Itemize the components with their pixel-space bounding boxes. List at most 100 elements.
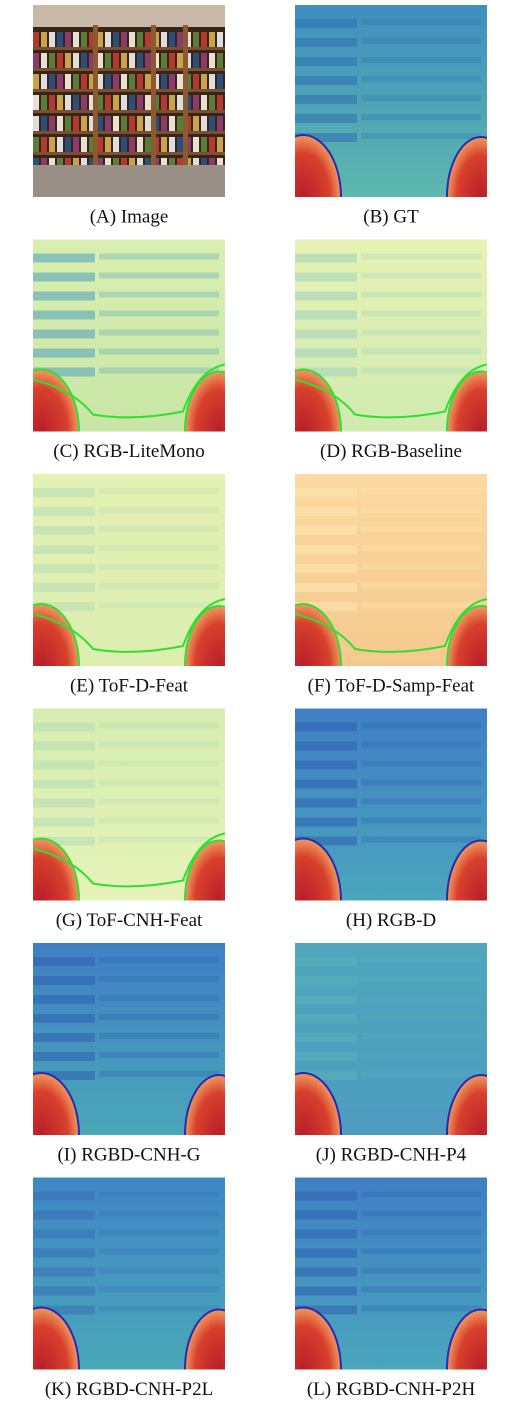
shelf-band (33, 1267, 95, 1277)
shelf-band (361, 1033, 481, 1039)
shelf-band (33, 798, 95, 808)
book (201, 116, 207, 131)
shelf-band (99, 741, 219, 748)
shelf (33, 131, 225, 134)
book (161, 53, 167, 68)
shelf-band (361, 976, 481, 982)
panel-image (295, 239, 487, 432)
panel-image (33, 943, 225, 1135)
shelf-band (33, 602, 95, 611)
near-region (446, 605, 487, 666)
shelf-band (295, 995, 357, 1004)
book (161, 32, 167, 47)
book (121, 116, 127, 131)
book (89, 116, 95, 131)
book (33, 116, 39, 131)
shelf-band (295, 507, 357, 516)
shelf-band (99, 329, 219, 336)
book (177, 74, 183, 89)
shelf-band (361, 38, 481, 44)
shelf-band (295, 722, 357, 732)
book (137, 116, 143, 131)
book (193, 95, 199, 110)
panel: (D) RGB-Baseline (295, 239, 487, 462)
shelf-band (295, 1286, 357, 1296)
book (105, 53, 111, 68)
shelf-band (33, 1248, 95, 1258)
caption: (H) RGB-D (346, 910, 436, 931)
shelf-band (33, 760, 95, 770)
shelf-band (99, 817, 219, 824)
shelf-band (33, 564, 95, 573)
book (81, 137, 87, 152)
shelf-band (361, 1191, 481, 1198)
shelf-band (361, 76, 481, 82)
shelf-band (361, 1210, 481, 1217)
book (177, 32, 183, 47)
shelf-band (33, 817, 95, 827)
caption: (A) Image (90, 206, 169, 227)
shelf-band (295, 133, 357, 142)
shelf-band (295, 488, 357, 497)
near-region (295, 837, 342, 901)
book (81, 74, 87, 89)
book (89, 137, 95, 152)
shelf-band (361, 760, 481, 767)
book (105, 116, 111, 131)
book (49, 32, 55, 47)
shelf-band (295, 329, 357, 339)
book (97, 95, 103, 110)
shelf (33, 110, 225, 113)
shelf-band (361, 1267, 481, 1274)
near-region (33, 368, 80, 432)
caption: (G) ToF-CNH-Feat (56, 910, 203, 931)
shelf-band (99, 836, 219, 843)
book (209, 32, 215, 47)
shelf-band (295, 798, 357, 808)
book (73, 74, 79, 89)
near-region (184, 370, 225, 432)
book (81, 32, 87, 47)
shelf-band (295, 95, 357, 104)
panel: (H) RGB-D (295, 708, 487, 931)
shelf-band (99, 526, 219, 532)
book (105, 32, 111, 47)
shelf-band (99, 1229, 219, 1236)
book (41, 137, 47, 152)
book (217, 32, 223, 47)
book (113, 32, 119, 47)
shelf-band (99, 1191, 219, 1198)
shelf-band (295, 57, 357, 66)
shelf-band (361, 329, 481, 336)
shelf-band (33, 1286, 95, 1296)
book (129, 32, 135, 47)
shelf-band (361, 488, 481, 494)
book (113, 74, 119, 89)
shelf-band (361, 798, 481, 805)
shelf-band (295, 957, 357, 966)
book (121, 74, 127, 89)
shelf-band (295, 817, 357, 827)
shelf-band (99, 310, 219, 317)
shelf-band (295, 1033, 357, 1042)
book (33, 95, 39, 110)
panel-image (33, 474, 225, 666)
book (89, 32, 95, 47)
shelf-band (33, 1229, 95, 1239)
book (169, 116, 175, 131)
panel: (C) RGB-LiteMono (33, 239, 225, 462)
shelf-band (33, 741, 95, 751)
near-region (295, 1306, 342, 1370)
near-region (446, 136, 487, 197)
book (169, 137, 175, 152)
near-region (33, 1072, 80, 1135)
book (33, 53, 39, 68)
book (49, 116, 55, 131)
book (145, 32, 151, 47)
panel-image (33, 708, 225, 901)
book (161, 116, 167, 131)
book (113, 95, 119, 110)
shelf-band (295, 779, 357, 789)
shelf-band (99, 1248, 219, 1255)
book (137, 74, 143, 89)
